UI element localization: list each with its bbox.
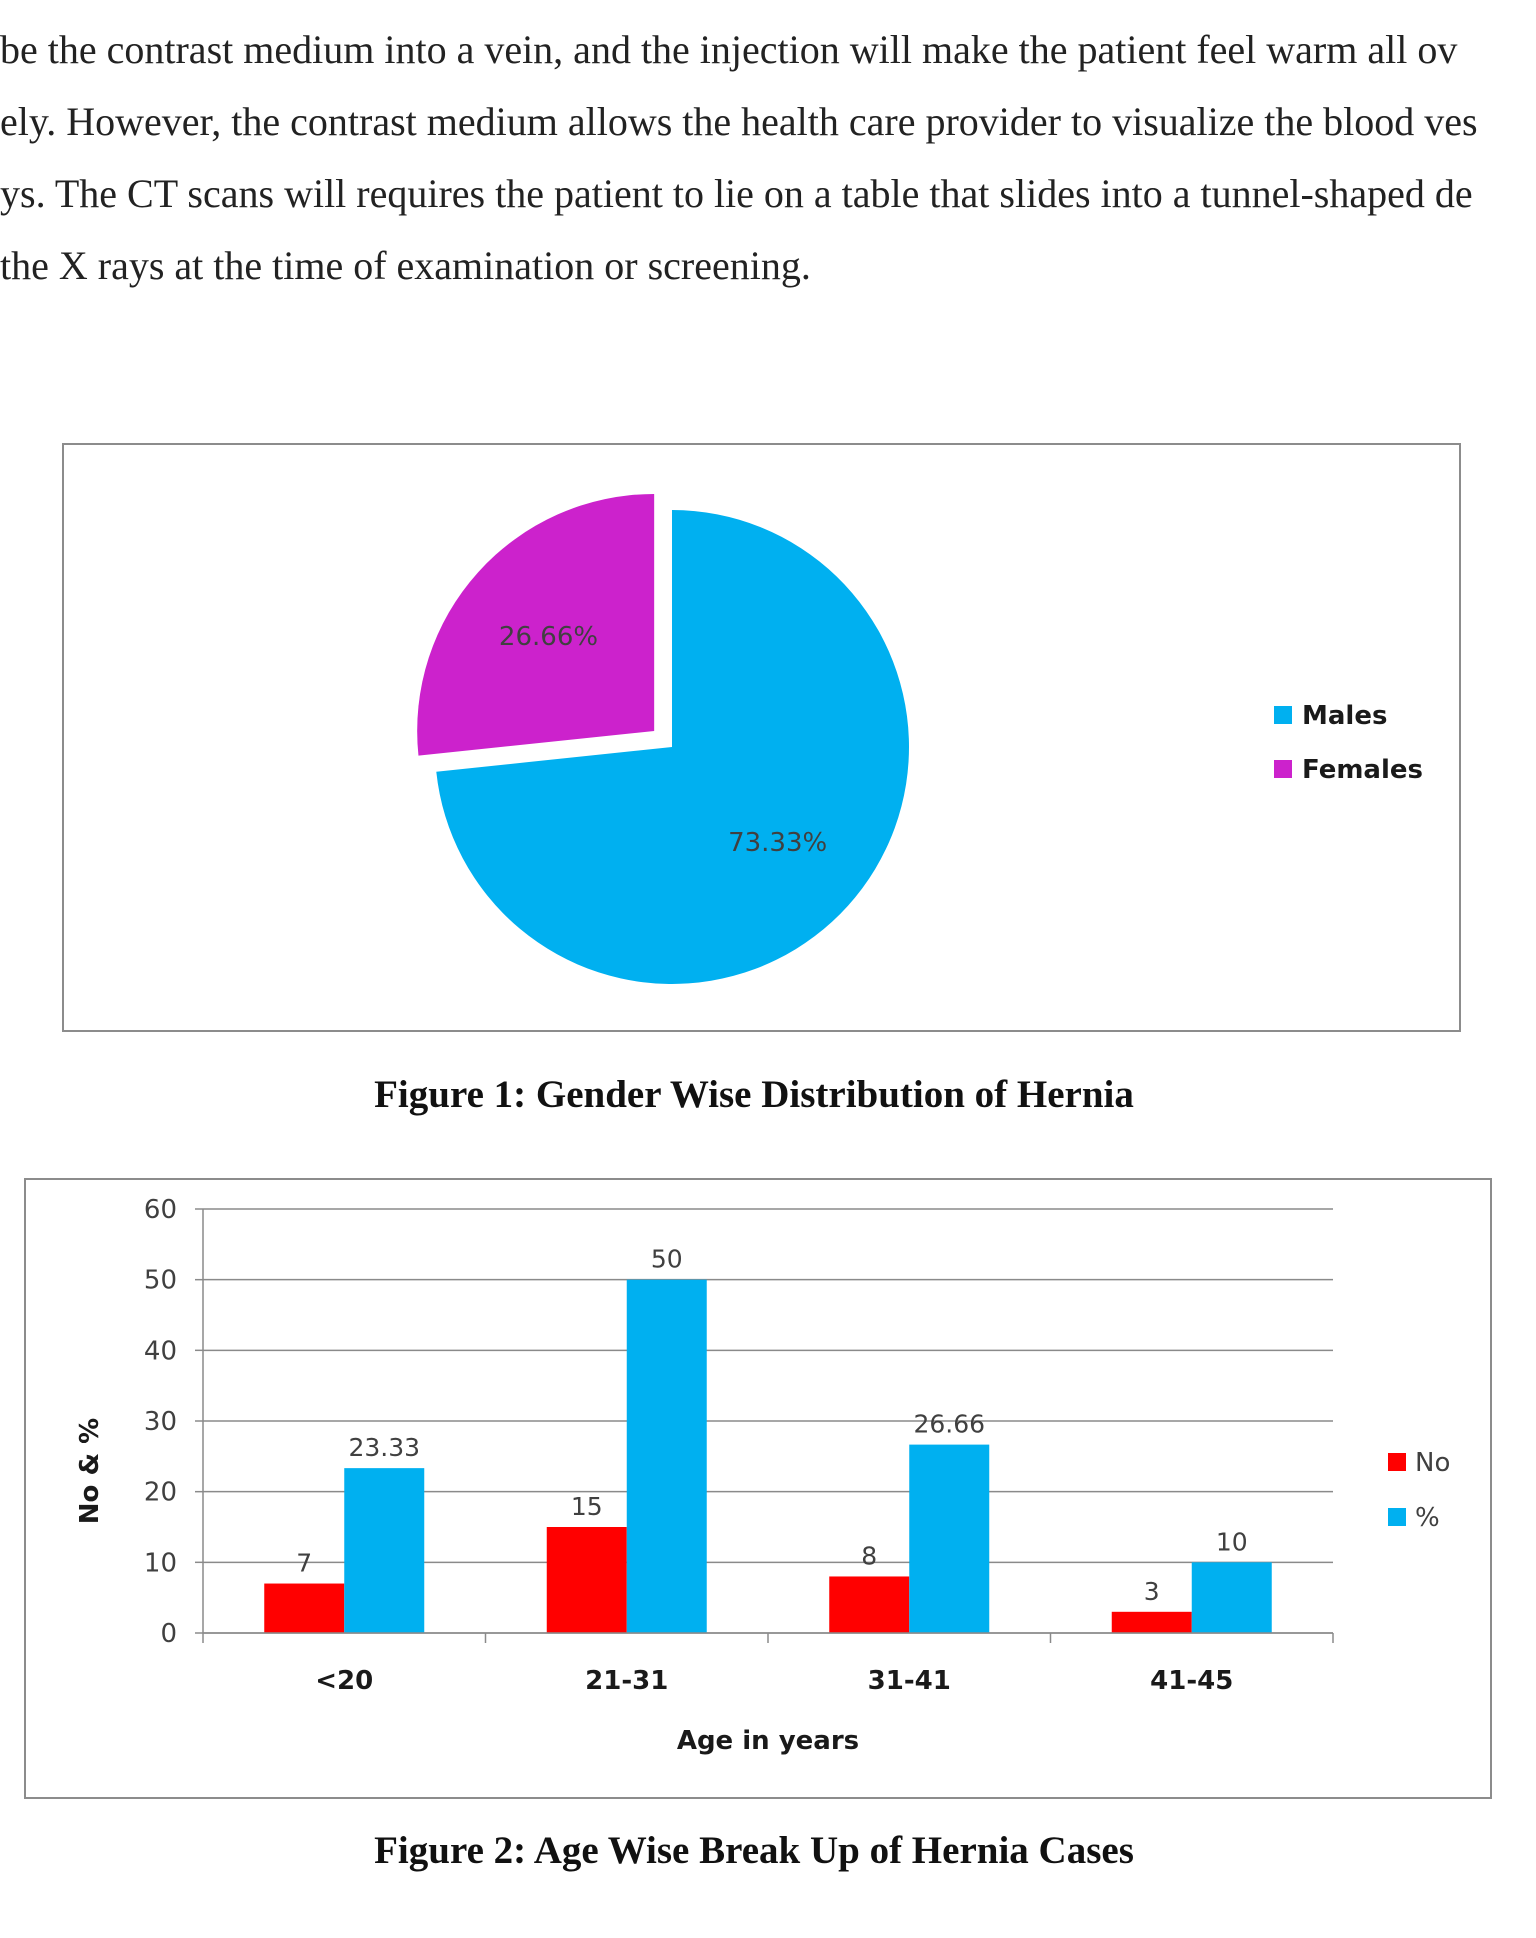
- pie-chart-canvas: 73.33% 26.66% Males Females: [417, 493, 1423, 984]
- bar-percent: [626, 1279, 707, 1633]
- x-axis-title: Age in years: [677, 1726, 859, 1756]
- bar-data-label: 26.66: [913, 1410, 985, 1439]
- pie-slice-males: [436, 510, 910, 984]
- bar-data-label: 10: [1216, 1527, 1248, 1556]
- bar-no: [1111, 1611, 1192, 1633]
- figure-1-caption: Figure 1: Gender Wise Distribution of He…: [374, 1073, 1134, 1116]
- bar-percent: [344, 1468, 425, 1633]
- pie-slice-females: [417, 493, 655, 756]
- bar-data-label: 15: [571, 1492, 603, 1521]
- legend-label-no: No: [1415, 1448, 1450, 1478]
- legend-label-percent: %: [1415, 1503, 1440, 1533]
- bar-data-label: 8: [861, 1541, 877, 1570]
- legend-swatch-no: [1388, 1453, 1406, 1471]
- paragraph-line: be the contrast medium into a vein, and …: [0, 27, 1458, 72]
- y-tick-label: 50: [144, 1266, 177, 1296]
- x-tick-label: 31-41: [868, 1666, 951, 1696]
- age-bar-chart: 7 23.33 15 50 8 26.66 3 10 0 10 20 30 40 50 60 <20 21-3…: [24, 1178, 1492, 1799]
- legend-label-females: Females: [1302, 755, 1423, 785]
- y-tick-label: 30: [144, 1407, 177, 1437]
- pie-data-label: 26.66%: [499, 622, 598, 652]
- bar-percent: [1191, 1562, 1272, 1633]
- paragraph-line: ely. However, the contrast medium allows…: [0, 99, 1478, 144]
- bar-no: [546, 1527, 627, 1633]
- y-tick-label: 60: [144, 1195, 177, 1225]
- legend-swatch-percent: [1388, 1508, 1406, 1526]
- bar-chart-canvas: 7 23.33 15 50 8 26.66 3 10 0 10 20 30 40 50 60 <20 21-3…: [75, 1195, 1450, 1756]
- y-tick-label: 10: [144, 1548, 177, 1578]
- x-tick-label: <20: [315, 1666, 373, 1696]
- paragraph-line: ys. The CT scans will requires the patie…: [0, 171, 1473, 216]
- pie-data-label: 73.33%: [728, 828, 827, 858]
- bar-data-label: 50: [651, 1245, 683, 1274]
- bar-data-label: 7: [296, 1549, 312, 1578]
- y-tick-label: 0: [160, 1619, 177, 1649]
- legend-label-males: Males: [1302, 701, 1387, 731]
- bar-data-label: 3: [1144, 1577, 1160, 1606]
- legend-swatch-females: [1274, 760, 1292, 778]
- y-tick-label: 20: [144, 1478, 177, 1508]
- bar-percent: [909, 1444, 990, 1633]
- paragraph-line: the X rays at the time of examination or…: [0, 243, 811, 288]
- y-axis-title: No & %: [75, 1418, 105, 1524]
- x-tick-label: 41-45: [1150, 1666, 1233, 1696]
- x-tick-label: 21-31: [585, 1666, 668, 1696]
- figure-2-caption: Figure 2: Age Wise Break Up of Hernia Ca…: [374, 1829, 1134, 1872]
- y-tick-label: 40: [144, 1336, 177, 1366]
- gender-pie-chart: 73.33% 26.66% Males Females: [62, 443, 1461, 1032]
- legend-swatch-males: [1274, 706, 1292, 724]
- body-paragraph: be the contrast medium into a vein, and …: [0, 14, 1536, 302]
- bar-no: [829, 1576, 910, 1633]
- bar-no: [264, 1583, 345, 1633]
- bar-data-label: 23.33: [348, 1433, 420, 1462]
